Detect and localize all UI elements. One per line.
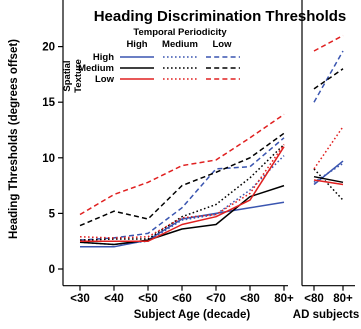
series-medium-texture-low-periodicity-ad xyxy=(313,68,344,90)
series-low-texture-medium-periodicity xyxy=(79,144,285,239)
series-low-texture-high-periodicity-ad xyxy=(313,179,344,186)
y-tick-label: 5 xyxy=(49,208,56,220)
series-medium-texture-low-periodicity xyxy=(79,132,285,227)
x-axis-label: Subject Age (decade) xyxy=(134,309,251,321)
x-tick-label-ad: 80+ xyxy=(333,293,353,305)
legend-texture-medium: Medium xyxy=(78,63,114,74)
series-medium-texture-high-periodicity-ad xyxy=(313,175,344,184)
series-medium-texture-medium-periodicity-ad xyxy=(313,168,344,201)
series-low-texture-low-periodicity-ad xyxy=(313,34,344,52)
series-low-texture-high-periodicity xyxy=(80,146,285,242)
x-tick-label: <80 xyxy=(240,293,260,305)
legend-periodicity-title: Temporal Periodicity xyxy=(133,27,227,38)
y-tick-label: 10 xyxy=(42,153,55,165)
series-medium-texture-medium-periodicity xyxy=(79,143,285,241)
legend-swatches xyxy=(120,56,240,80)
x-tick-label: <70 xyxy=(206,293,226,305)
legend-periodicity-high: High xyxy=(126,39,147,50)
legend-texture-high: High xyxy=(93,52,114,63)
series-high-texture-low-periodicity xyxy=(79,137,285,241)
series-lines xyxy=(79,34,344,248)
x-tick-label: 80+ xyxy=(274,293,294,305)
series-high-texture-low-periodicity-ad xyxy=(313,50,344,103)
x-tick-label: <50 xyxy=(138,293,158,305)
chart-title: Heading Discrimination Thresholds xyxy=(94,8,347,25)
y-axis-label: Heading Thresholds (degrees offset) xyxy=(8,39,20,239)
series-high-texture-medium-periodicity xyxy=(79,155,285,246)
series-low-texture-medium-periodicity-ad xyxy=(313,126,344,170)
legend-periodicity-low: Low xyxy=(213,39,233,50)
x-axis-label-ad: AD subjects xyxy=(293,309,359,321)
legend-texture-title: Spatial xyxy=(62,60,73,91)
series-medium-texture-high-periodicity xyxy=(79,184,285,246)
series-high-texture-high-periodicity xyxy=(80,201,285,248)
legend: Temporal Periodicity High Medium Low Spa… xyxy=(62,27,240,93)
series-high-texture-medium-periodicity-ad xyxy=(313,162,344,183)
legend-periodicity-medium: Medium xyxy=(162,39,198,50)
x-tick-label: <30 xyxy=(70,293,90,305)
x-tick-label: <60 xyxy=(172,293,192,305)
x-tick-label-ad: <80 xyxy=(304,293,324,305)
y-tick-label: 0 xyxy=(49,264,55,276)
legend-texture-low: Low xyxy=(95,74,115,85)
y-tick-label: 20 xyxy=(42,42,55,54)
y-tick-label: 15 xyxy=(42,97,55,109)
legend-texture-title-line2: Texture xyxy=(73,59,84,93)
x-tick-label: <40 xyxy=(104,293,124,305)
